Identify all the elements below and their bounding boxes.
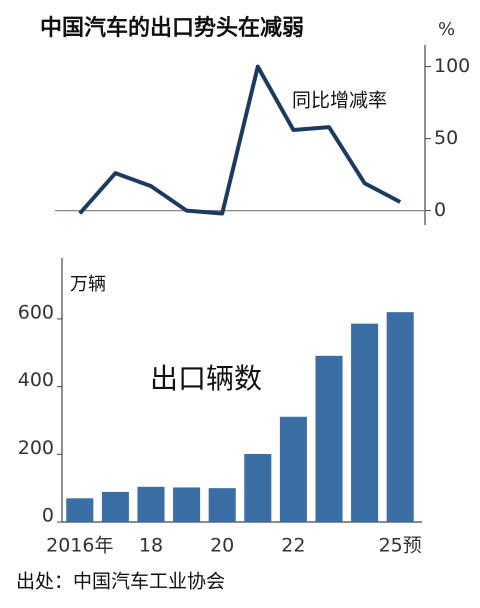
y-tick-label: 50 bbox=[434, 127, 458, 149]
annotation: 出口辆数 bbox=[150, 362, 262, 395]
bar bbox=[351, 323, 379, 522]
y-tick-label: 200 bbox=[18, 437, 54, 459]
bar bbox=[244, 453, 272, 522]
bar bbox=[208, 488, 236, 522]
chart-title: 中国汽车的出口势头在减弱 bbox=[40, 15, 304, 41]
x-tick-label: 2016年 bbox=[46, 535, 113, 557]
bar bbox=[315, 355, 343, 522]
y-tick-label: 0 bbox=[42, 505, 54, 527]
line bbox=[78, 64, 402, 216]
bar bbox=[101, 491, 129, 522]
bar bbox=[279, 416, 307, 522]
unit-label: 万辆 bbox=[70, 274, 106, 295]
bar bbox=[173, 487, 201, 522]
x-tick-label: 25预 bbox=[379, 535, 422, 557]
y-tick-label: 100 bbox=[434, 55, 470, 77]
bar bbox=[386, 312, 414, 522]
bar bbox=[66, 498, 94, 522]
x-tick-label: 22 bbox=[281, 535, 305, 557]
bar bbox=[137, 486, 165, 522]
x-tick-label: 20 bbox=[210, 535, 234, 557]
y-tick-label: 600 bbox=[18, 301, 54, 323]
x-tick-label: 18 bbox=[139, 535, 163, 557]
y-tick-label: 0 bbox=[434, 199, 446, 221]
annotation: 同比增减率 bbox=[292, 90, 387, 112]
source: 出处：中国汽车工业协会 bbox=[16, 571, 225, 593]
unit-label: % bbox=[438, 19, 455, 40]
y-tick-label: 400 bbox=[18, 369, 54, 391]
